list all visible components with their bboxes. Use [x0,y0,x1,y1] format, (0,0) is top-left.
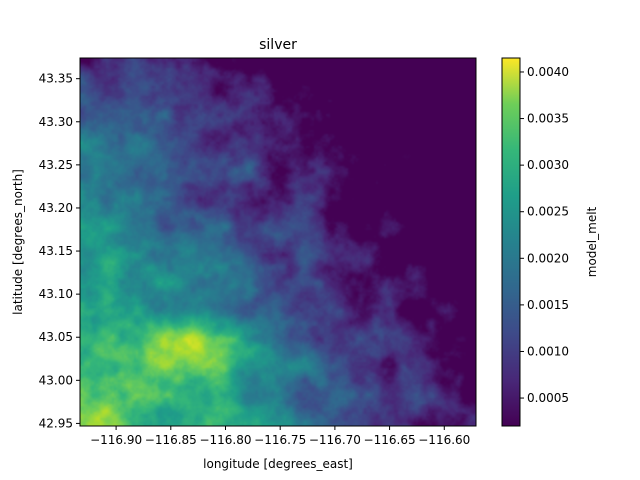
plot-frame [79,57,477,427]
colorbar-tick-label: 0.0020 [527,251,569,265]
colorbar-tick-label: 0.0030 [527,158,569,172]
x-tick-label: −116.75 [254,433,306,447]
colorbar-tick-label: 0.0010 [527,344,569,358]
colorbar: 0.0005 0.0010 0.0015 0.0020 0.0025 0.0030 0.00… [501,57,599,427]
y-tick-label: 42.95 [39,416,73,430]
y-tick-label: 43.10 [39,287,73,301]
y-tick-label: 43.30 [39,115,73,129]
x-tick-label: −116.80 [199,433,251,447]
x-tick-label: −116.90 [90,433,142,447]
colorbar-tick-label: 0.0040 [527,65,569,79]
x-tick-label: −116.70 [309,433,361,447]
y-tick-label: 43.35 [39,72,73,86]
colorbar-label: model_melt [585,206,599,277]
x-tick-label: −116.60 [418,433,470,447]
chart-title: silver [259,37,297,53]
colorbar-gradient [502,58,520,426]
colorbar-tick-label: 0.0025 [527,205,569,219]
colorbar-frame [501,57,521,427]
x-axis: −116.90 −116.85 −116.80 −116.75 −116.70 −116.… [90,426,470,447]
colorbar-tick-label: 0.0005 [527,391,569,405]
y-axis-label: latitude [degrees_north] [11,169,25,315]
y-tick-label: 43.25 [39,158,73,172]
colorbar-ticks: 0.0005 0.0010 0.0015 0.0020 0.0025 0.0030 0.00… [520,65,569,405]
y-tick-label: 43.05 [39,330,73,344]
colorbar-tick-label: 0.0035 [527,112,569,126]
x-axis-label: longitude [degrees_east] [203,457,353,471]
colorbar-tick-label: 0.0015 [527,298,569,312]
heatmap-image [80,58,476,426]
plot-area [79,57,477,427]
y-tick-label: 43.00 [39,373,73,387]
x-tick-label: −116.65 [364,433,416,447]
y-axis: 42.95 43.00 43.05 43.10 43.15 43.20 43.25 43.30… [39,72,80,430]
x-tick-label: −116.85 [145,433,197,447]
y-tick-label: 43.20 [39,201,73,215]
y-tick-label: 43.15 [39,244,73,258]
